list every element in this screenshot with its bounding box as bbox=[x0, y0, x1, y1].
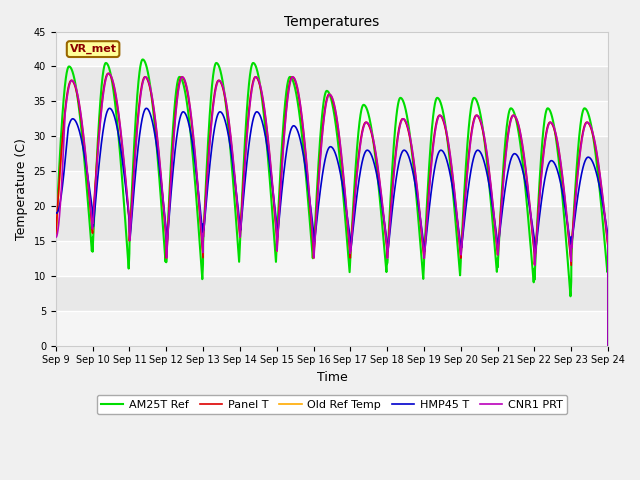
Panel T bbox=[314, 195, 321, 201]
AM25T Ref bbox=[471, 96, 479, 101]
Panel T bbox=[239, 177, 247, 182]
HMP45 T bbox=[314, 214, 321, 219]
AM25T Ref bbox=[139, 57, 147, 62]
HMP45 T bbox=[52, 210, 60, 216]
CNR1 PRT bbox=[456, 239, 463, 244]
Bar bbox=[56, 101, 608, 136]
Panel T bbox=[574, 165, 582, 170]
Bar bbox=[56, 171, 608, 206]
HMP45 T bbox=[239, 195, 247, 201]
Panel T bbox=[104, 71, 112, 76]
Old Ref Temp bbox=[239, 181, 247, 187]
HMP45 T bbox=[471, 150, 479, 156]
Title: Temperatures: Temperatures bbox=[284, 15, 380, 29]
AM25T Ref bbox=[52, 233, 60, 239]
Text: VR_met: VR_met bbox=[70, 44, 116, 54]
AM25T Ref bbox=[314, 182, 321, 188]
CNR1 PRT bbox=[471, 114, 479, 120]
CNR1 PRT bbox=[105, 71, 113, 76]
Bar bbox=[56, 32, 608, 66]
Line: CNR1 PRT: CNR1 PRT bbox=[56, 73, 608, 346]
HMP45 T bbox=[574, 192, 582, 197]
Old Ref Temp bbox=[604, 343, 612, 348]
Old Ref Temp bbox=[52, 229, 60, 235]
AM25T Ref bbox=[604, 343, 612, 348]
Old Ref Temp bbox=[471, 114, 479, 120]
Panel T bbox=[581, 121, 589, 127]
Panel T bbox=[604, 343, 612, 348]
Panel T bbox=[471, 113, 479, 119]
CNR1 PRT bbox=[604, 343, 612, 348]
Old Ref Temp bbox=[456, 240, 463, 246]
CNR1 PRT bbox=[239, 183, 247, 189]
HMP45 T bbox=[581, 158, 589, 164]
Legend: AM25T Ref, Panel T, Old Ref Temp, HMP45 T, CNR1 PRT: AM25T Ref, Panel T, Old Ref Temp, HMP45 … bbox=[97, 395, 567, 414]
X-axis label: Time: Time bbox=[317, 371, 348, 384]
Bar bbox=[56, 311, 608, 346]
Panel T bbox=[456, 242, 463, 248]
HMP45 T bbox=[456, 233, 463, 239]
HMP45 T bbox=[604, 343, 612, 348]
Line: AM25T Ref: AM25T Ref bbox=[56, 60, 608, 346]
Old Ref Temp bbox=[574, 168, 582, 174]
AM25T Ref bbox=[239, 165, 247, 171]
CNR1 PRT bbox=[314, 202, 321, 207]
AM25T Ref bbox=[456, 267, 463, 273]
Old Ref Temp bbox=[314, 199, 321, 205]
AM25T Ref bbox=[574, 146, 582, 152]
Line: Panel T: Panel T bbox=[56, 73, 608, 346]
AM25T Ref bbox=[581, 106, 589, 111]
CNR1 PRT bbox=[574, 169, 582, 175]
HMP45 T bbox=[106, 106, 113, 111]
Y-axis label: Temperature (C): Temperature (C) bbox=[15, 138, 28, 240]
CNR1 PRT bbox=[52, 235, 60, 240]
Old Ref Temp bbox=[581, 123, 589, 129]
Line: HMP45 T: HMP45 T bbox=[56, 108, 608, 346]
Bar bbox=[56, 241, 608, 276]
Line: Old Ref Temp: Old Ref Temp bbox=[56, 73, 608, 346]
Old Ref Temp bbox=[105, 71, 113, 76]
CNR1 PRT bbox=[581, 123, 589, 129]
Panel T bbox=[52, 231, 60, 237]
